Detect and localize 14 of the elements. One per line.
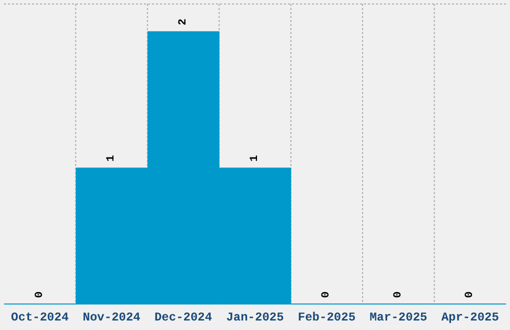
x-tick-label: Jan-2025: [226, 310, 284, 325]
x-tick-label: Apr-2025: [441, 310, 499, 325]
x-tick-label: Mar-2025: [370, 310, 428, 325]
data-label: 0: [320, 291, 333, 298]
data-label: 1: [106, 154, 118, 162]
x-tick-label: Nov-2024: [82, 310, 140, 325]
data-label: 0: [464, 291, 476, 298]
data-label: 1: [249, 154, 261, 162]
data-label: 0: [392, 291, 404, 298]
data-label: 0: [34, 291, 46, 298]
x-tick-label: Feb-2025: [298, 310, 356, 325]
x-tick-label: Dec-2024: [154, 310, 212, 325]
x-tick-label: Oct-2024: [11, 310, 69, 325]
data-label: 2: [177, 18, 190, 26]
